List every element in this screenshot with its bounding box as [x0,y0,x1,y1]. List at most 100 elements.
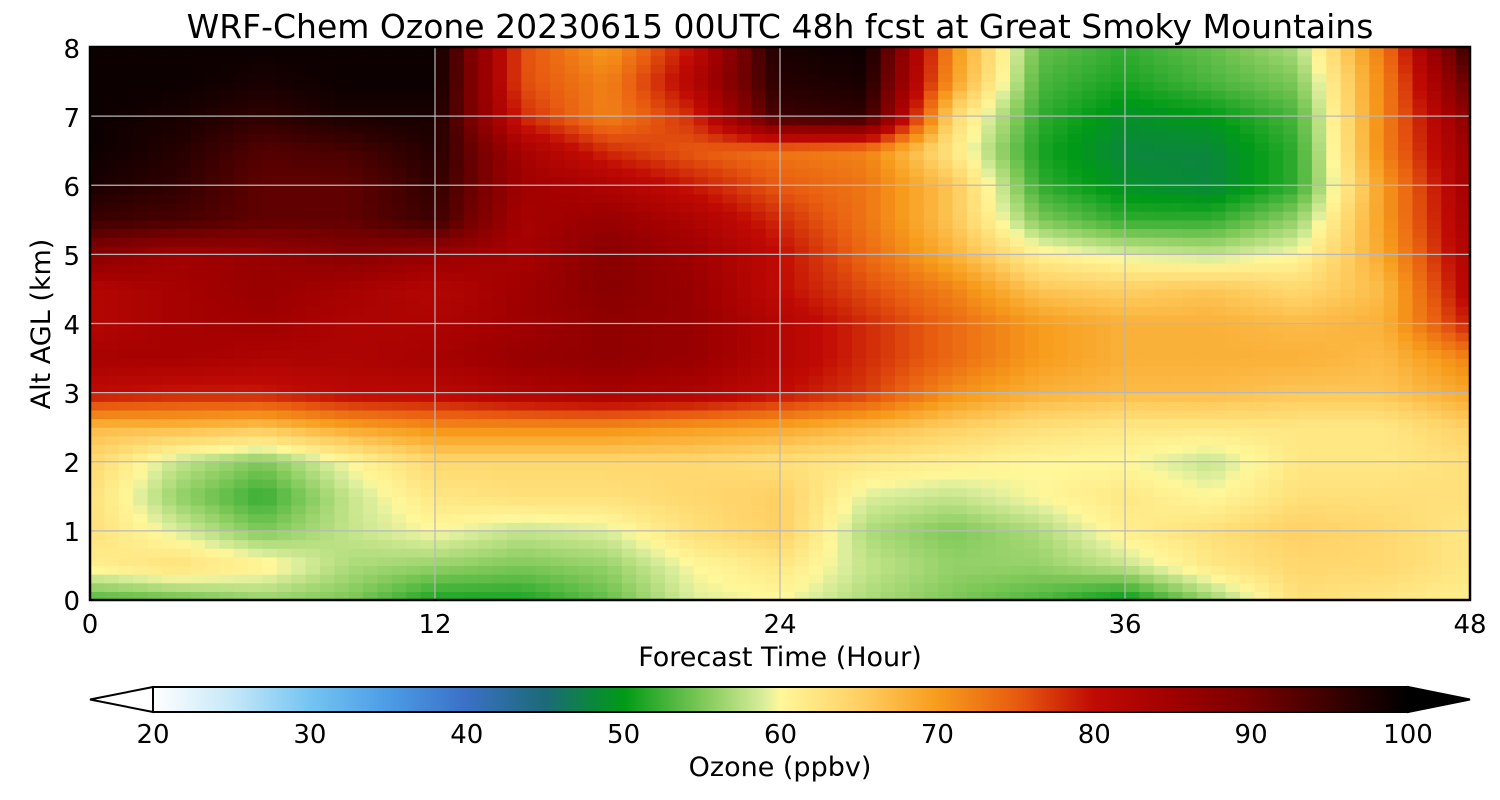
heatmap-cell [1311,522,1327,532]
heatmap-cell [1125,530,1140,541]
heatmap-cell [521,297,537,307]
heatmap-cell [1010,176,1025,186]
heatmap-cell [1038,185,1054,195]
heatmap-cell [219,409,235,420]
heatmap-cell [952,435,968,446]
heatmap-cell [780,332,795,342]
heatmap-cell [1383,470,1399,480]
heatmap-cell [1038,323,1054,333]
heatmap-cell [578,392,594,402]
heatmap-cell [420,254,436,264]
heatmap-cell [377,280,393,290]
heatmap-cell [1024,219,1040,230]
heatmap-cell [665,288,680,299]
heatmap-cell [851,427,867,437]
heatmap-cell [1053,245,1069,255]
heatmap-cell [176,479,192,489]
heatmap-cell [593,237,609,247]
heatmap-cell [1053,565,1069,575]
heatmap-cell [478,574,494,584]
heatmap-cell [1283,280,1299,290]
heatmap-cell [1024,409,1040,420]
heatmap-cell [1225,245,1241,255]
heatmap-cell [665,461,680,471]
heatmap-cell [1125,340,1140,351]
heatmap-cell [736,245,752,255]
heatmap-cell [851,358,867,368]
heatmap-cell [880,358,896,368]
heatmap-cell [823,332,839,342]
heatmap-cell [334,211,350,221]
heatmap-cell [1153,176,1169,186]
heatmap-cell [808,392,824,402]
heatmap-cell [1254,245,1270,255]
heatmap-cell [348,159,364,169]
heatmap-cell [837,366,853,376]
heatmap-cell [320,288,335,299]
heatmap-cell [1283,245,1299,255]
heatmap-cell [1168,461,1184,471]
heatmap-cell [521,461,537,471]
heatmap-cell [348,565,364,575]
heatmap-cell [1326,297,1342,307]
heatmap-cell [161,539,177,549]
heatmap-cell [219,159,235,169]
heatmap-cell [1455,150,1471,160]
heatmap-cell [377,185,393,195]
heatmap-cell [492,211,508,221]
heatmap-cell [506,150,522,160]
heatmap-cell [449,513,465,523]
heatmap-cell [435,340,450,351]
heatmap-cell [1369,565,1385,575]
heatmap-cell [665,271,680,281]
heatmap-cell [133,185,149,195]
heatmap-cell [794,522,810,532]
heatmap-cell [808,513,824,523]
heatmap-cell [966,530,982,541]
heatmap-cell [1081,323,1097,333]
heatmap-cell [248,271,264,281]
heatmap-cell [320,409,335,420]
heatmap-cell [1398,306,1414,316]
heatmap-cell [1398,470,1414,480]
heatmap-cell [205,263,220,273]
heatmap-cell [1326,522,1342,532]
heatmap-cell [1240,202,1255,212]
heatmap-cell [262,254,278,264]
heatmap-cell [478,401,494,411]
heatmap-cell [866,314,882,325]
heatmap-cell [1355,245,1370,255]
heatmap-cell [1240,176,1255,186]
heatmap-cell [1326,245,1342,255]
heatmap-cell [118,150,134,160]
heatmap-cell [952,314,968,325]
heatmap-cell [406,306,422,316]
heatmap-cell [1355,202,1370,212]
heatmap-cell [765,228,781,238]
heatmap-cell [1383,271,1399,281]
heatmap-cell [1110,504,1126,515]
heatmap-cell [406,176,422,186]
heatmap-cell [449,306,465,316]
heatmap-cell [765,470,781,480]
heatmap-cell [1182,383,1198,394]
heatmap-cell [1010,383,1025,394]
heatmap-cell [176,435,192,446]
heatmap-cell [1196,582,1212,592]
heatmap-cell [751,409,767,420]
heatmap-cell [1283,513,1299,523]
heatmap-cell [147,358,163,368]
heatmap-cell [1010,453,1025,463]
heatmap-cell [1412,185,1428,195]
heatmap-cell [722,409,738,420]
heatmap-cell [1426,280,1442,290]
heatmap-cell [693,582,709,592]
heatmap-cell [981,479,997,489]
heatmap-cell [895,280,910,290]
heatmap-cell [1024,470,1040,480]
heatmap-cell [133,539,149,549]
heatmap-cell [334,185,350,195]
heatmap-cell [276,358,292,368]
heatmap-cell [334,219,350,230]
heatmap-cell [578,202,594,212]
